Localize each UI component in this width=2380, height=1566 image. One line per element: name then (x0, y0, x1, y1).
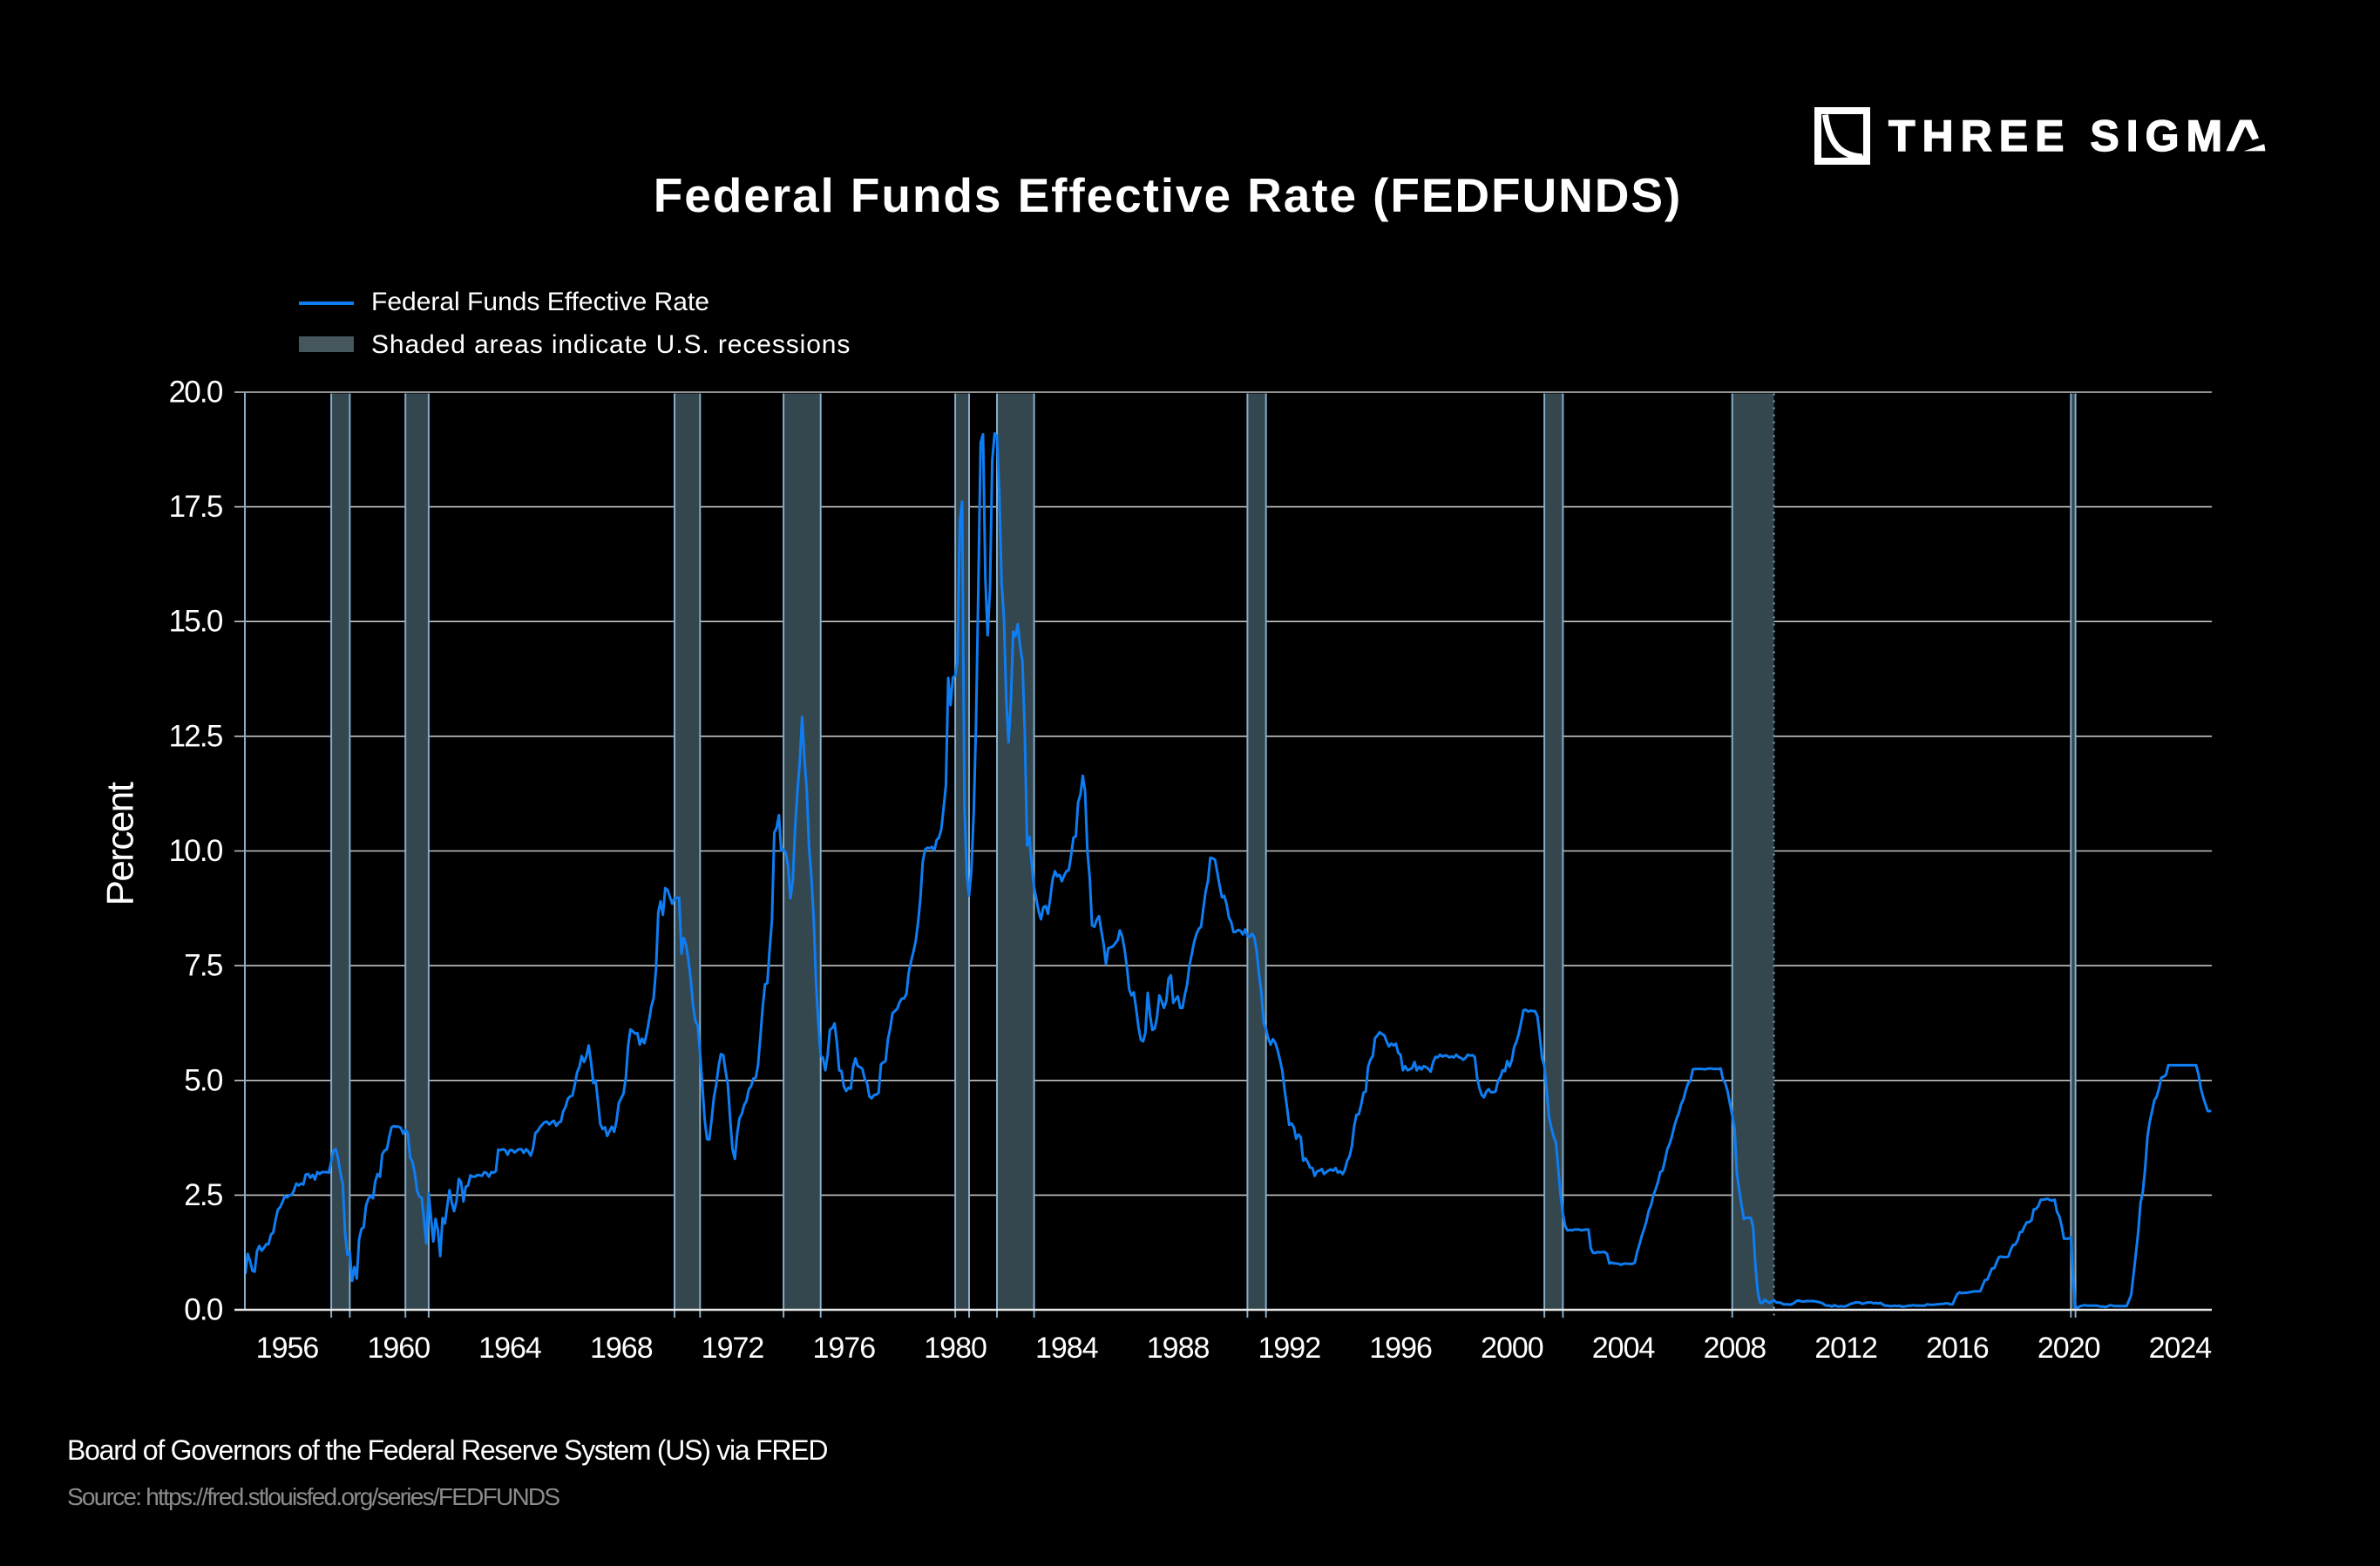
svg-text:1992: 1992 (1258, 1332, 1320, 1365)
svg-text:17.5: 17.5 (169, 490, 222, 524)
svg-text:2016: 2016 (1926, 1332, 1989, 1365)
svg-text:1956: 1956 (256, 1332, 319, 1365)
svg-text:10.0: 10.0 (169, 834, 223, 868)
svg-text:5.0: 5.0 (184, 1063, 223, 1097)
svg-text:2008: 2008 (1704, 1332, 1766, 1365)
svg-text:1980: 1980 (924, 1332, 987, 1365)
svg-text:1988: 1988 (1147, 1332, 1210, 1365)
svg-text:2012: 2012 (1814, 1332, 1877, 1365)
svg-text:2024: 2024 (2149, 1332, 2212, 1365)
svg-text:2.5: 2.5 (184, 1178, 222, 1212)
svg-text:2004: 2004 (1592, 1332, 1655, 1365)
svg-text:Shaded areas indicate U.S. rec: Shaded areas indicate U.S. recessions (371, 330, 851, 359)
svg-text:12.5: 12.5 (169, 719, 222, 753)
svg-text:1964: 1964 (478, 1332, 541, 1365)
svg-text:2000: 2000 (1481, 1332, 1543, 1365)
svg-text:20.0: 20.0 (169, 376, 223, 410)
svg-text:Percent: Percent (99, 782, 142, 905)
svg-text:1996: 1996 (1369, 1332, 1432, 1365)
svg-text:1968: 1968 (590, 1332, 653, 1365)
svg-text:15.0: 15.0 (169, 605, 223, 639)
svg-text:1960: 1960 (367, 1332, 430, 1365)
svg-text:1976: 1976 (812, 1332, 875, 1365)
svg-text:Federal Funds Effective Rate (: Federal Funds Effective Rate (FEDFUNDS) (654, 168, 1682, 222)
svg-text:Board of Governors of the Fede: Board of Governors of the Federal Reserv… (67, 1434, 827, 1466)
svg-text:2020: 2020 (2038, 1332, 2100, 1365)
svg-text:Source: https://fred.stlouisfe: Source: https://fred.stlouisfed.org/seri… (67, 1483, 559, 1510)
svg-text:7.5: 7.5 (184, 949, 222, 983)
svg-text:0.0: 0.0 (184, 1293, 223, 1327)
svg-text:Federal Funds Effective Rate: Federal Funds Effective Rate (371, 288, 709, 316)
svg-text:1972: 1972 (702, 1332, 764, 1365)
svg-text:THREE SIGM: THREE SIGM (1888, 112, 2229, 160)
svg-text:1984: 1984 (1035, 1332, 1098, 1365)
